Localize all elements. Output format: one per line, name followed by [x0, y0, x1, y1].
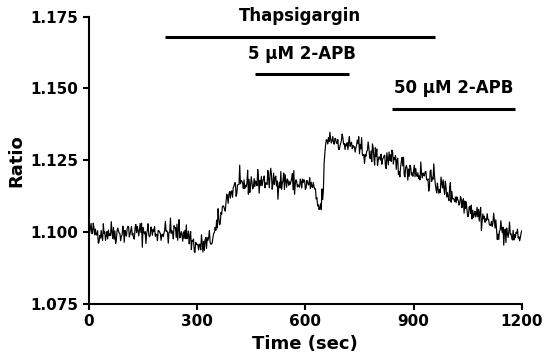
Text: Thapsigargin: Thapsigargin — [239, 7, 361, 25]
Y-axis label: Ratio: Ratio — [7, 134, 25, 187]
Text: 50 μM 2-APB: 50 μM 2-APB — [394, 79, 513, 97]
X-axis label: Time (sec): Time (sec) — [252, 335, 358, 353]
Text: 5 μM 2-APB: 5 μM 2-APB — [248, 45, 356, 63]
